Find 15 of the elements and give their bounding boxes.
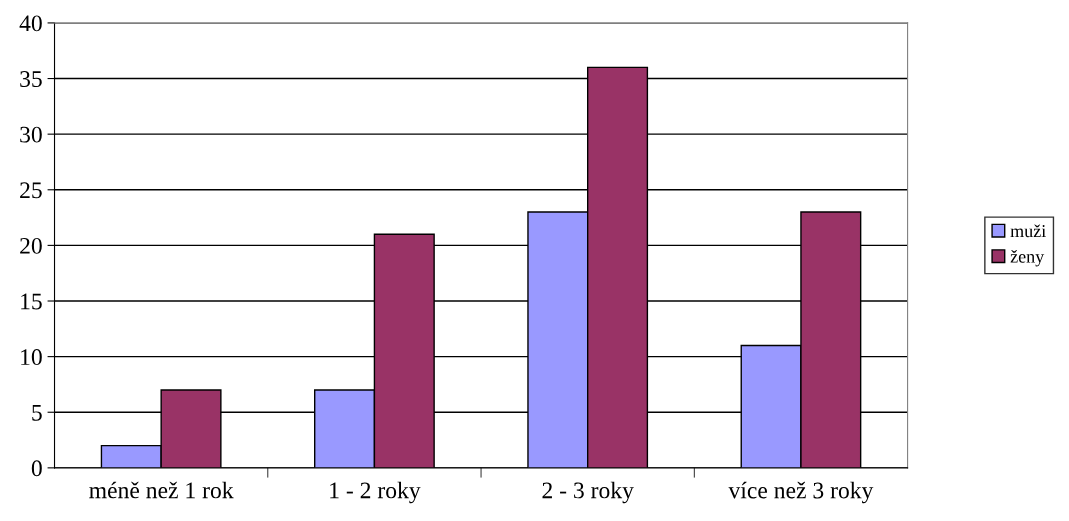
y-tick-label: 35 xyxy=(20,71,42,87)
y-tick-label: 30 xyxy=(20,126,42,143)
y-tick-label: 10 xyxy=(21,349,42,366)
y-tick-label: 15 xyxy=(21,293,42,310)
y-tick-label: 0 xyxy=(31,460,42,477)
y-tick-label: 40 xyxy=(19,15,42,32)
x-tick-label: více než 3 roky xyxy=(728,481,874,504)
y-tick-label: 25 xyxy=(20,182,42,199)
x-tick-label: méně než 1 rok xyxy=(89,481,234,499)
legend-label: ženy xyxy=(1010,249,1045,267)
x-tick-label: 1 - 2 roky xyxy=(330,481,421,504)
legend-label: muži xyxy=(1010,224,1046,238)
y-tick-label: 20 xyxy=(20,237,42,254)
y-tick-label: 5 xyxy=(32,404,42,421)
x-tick-label: 2 - 3 roky xyxy=(542,481,634,504)
